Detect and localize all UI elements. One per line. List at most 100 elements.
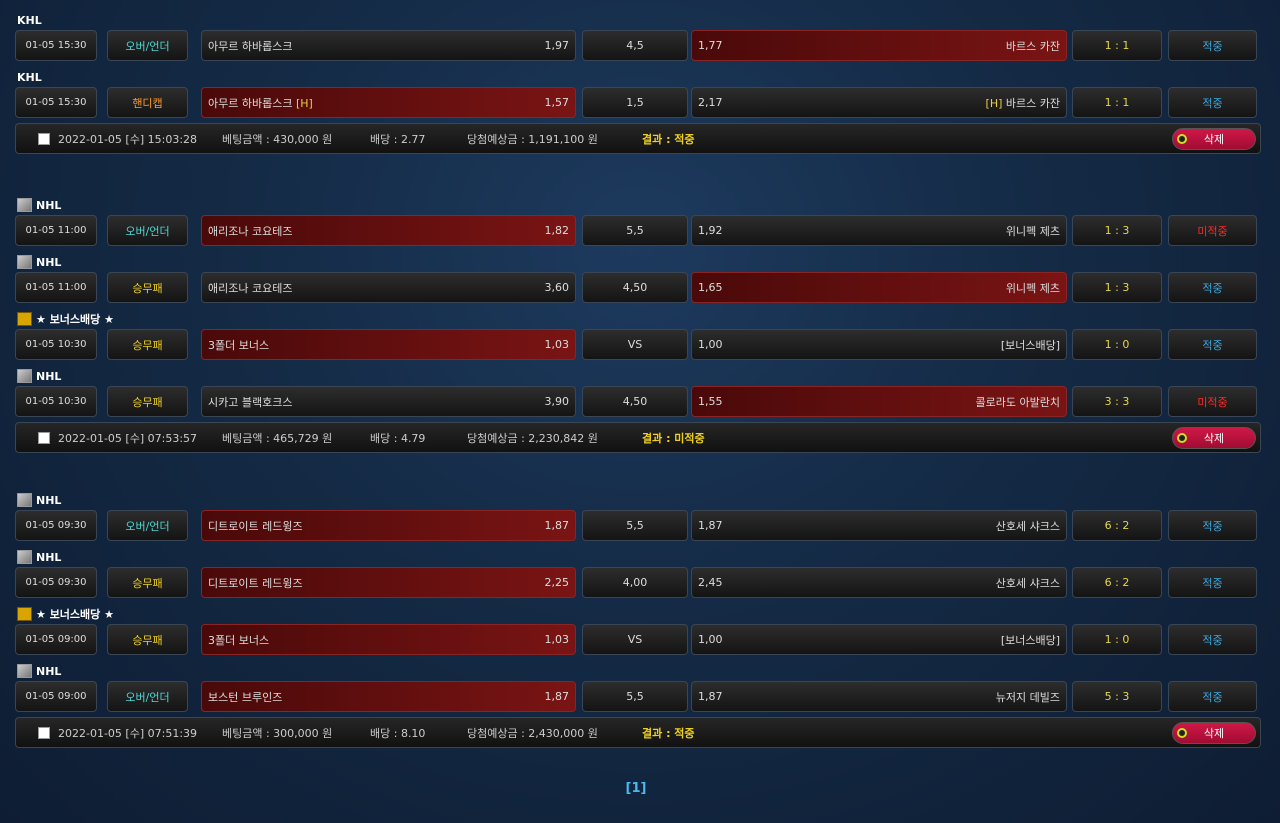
- bet-type: 오버/언더: [107, 215, 188, 246]
- match-score: 1 : 3: [1072, 272, 1162, 303]
- away-team: [보너스배당]: [1001, 337, 1060, 353]
- home-odds: 1,87: [544, 690, 570, 703]
- away-team-name: 산호세 샤크스: [995, 576, 1060, 590]
- bet-type: 오버/언더: [107, 681, 188, 712]
- bonus-icon: [17, 607, 32, 621]
- home-team-name: 디트로이트 레드윙즈: [208, 519, 303, 533]
- away-team-option[interactable]: 1,55 콜로라도 아발란치: [691, 386, 1067, 417]
- home-team-option[interactable]: 아무르 하바롭스크 1,97: [201, 30, 576, 61]
- home-team: 디트로이트 레드윙즈: [208, 518, 303, 534]
- match-result: 적중: [1168, 329, 1257, 360]
- away-team-option[interactable]: 1,00 [보너스배당]: [691, 624, 1067, 655]
- toggle-dot-icon: [1177, 433, 1187, 443]
- home-team-option[interactable]: 애리조나 코요테즈 1,82: [201, 215, 576, 246]
- match-row: 01-05 11:00 승무패 애리조나 코요테즈 3,60 4,50 1,65 위니펙 제…: [15, 272, 1261, 304]
- select-checkbox[interactable]: [38, 432, 50, 444]
- handicap-value: 1,5: [582, 87, 688, 118]
- home-odds: 3,90: [544, 395, 570, 408]
- handicap-value: 5,5: [582, 510, 688, 541]
- away-team-option[interactable]: 1,92 위니펙 제츠: [691, 215, 1067, 246]
- away-odds: 1,77: [698, 39, 723, 52]
- home-team-option[interactable]: 보스턴 브루인즈 1,87: [201, 681, 576, 712]
- league-header: NHL: [15, 547, 1261, 567]
- home-team-option[interactable]: 디트로이트 레드윙즈 1,87: [201, 510, 576, 541]
- home-team-name: 시카고 블랙호크스: [208, 395, 293, 409]
- league-header: KHL: [15, 10, 1261, 30]
- handicap-value: 4,50: [582, 272, 688, 303]
- away-team-name: 위니펙 제츠: [1005, 224, 1060, 238]
- league-name: NHL: [36, 664, 62, 678]
- home-team-option[interactable]: 아무르 하바롭스크 [H] 1,57: [201, 87, 576, 118]
- match-time: 01-05 09:30: [15, 567, 97, 598]
- home-team-name: 아무르 하바롭스크: [208, 39, 293, 53]
- home-team-option[interactable]: 애리조나 코요테즈 3,60: [201, 272, 576, 303]
- home-team-name: 애리조나 코요테즈: [208, 281, 293, 295]
- hockey-icon: [17, 198, 32, 212]
- away-team-name: 뉴저지 데빌즈: [995, 690, 1060, 704]
- bonus-icon: [17, 312, 32, 326]
- hockey-icon: [17, 493, 32, 507]
- delete-button[interactable]: 삭제: [1172, 722, 1256, 744]
- summary-odds: 배당 : 2.77: [370, 132, 426, 146]
- league-name: ★ 보너스배당 ★: [36, 608, 114, 621]
- match-score: 1 : 0: [1072, 329, 1162, 360]
- bet-summary: 2022-01-05 [수] 07:53:57 베팅금액 : 465,729 원 배…: [15, 422, 1261, 453]
- home-team-name: 아무르 하바롭스크: [208, 96, 293, 110]
- hockey-icon: [17, 550, 32, 564]
- match-time: 01-05 09:00: [15, 624, 97, 655]
- handicap-value: VS: [582, 329, 688, 360]
- match-result: 미적중: [1168, 215, 1257, 246]
- away-team-option[interactable]: 2,17 [H] 바르스 카잔: [691, 87, 1067, 118]
- home-team: 애리조나 코요테즈: [208, 280, 292, 296]
- match-time: 01-05 11:00: [15, 215, 97, 246]
- away-team-option[interactable]: 2,45 산호세 샤크스: [691, 567, 1067, 598]
- match-result: 적중: [1168, 272, 1257, 303]
- delete-label: 삭제: [1203, 727, 1225, 740]
- select-checkbox[interactable]: [38, 727, 50, 739]
- home-team: 애리조나 코요테즈: [208, 223, 292, 239]
- summary-result: 결과 : 미적중: [642, 431, 705, 445]
- away-team: 위니펙 제츠: [1006, 280, 1060, 296]
- away-team-name: 콜로라도 아발란치: [975, 395, 1060, 409]
- summary-amount: 베팅금액 : 300,000 원: [222, 726, 333, 740]
- delete-button[interactable]: 삭제: [1172, 427, 1256, 449]
- away-team-option[interactable]: 1,77 바르스 카잔: [691, 30, 1067, 61]
- match-row: 01-05 09:00 오버/언더 보스턴 브루인즈 1,87 5,5 1,87 뉴저지 데…: [15, 681, 1261, 713]
- match-time: 01-05 15:30: [15, 87, 97, 118]
- bet-type: 승무패: [107, 272, 188, 303]
- home-odds: 1,82: [544, 224, 570, 237]
- away-odds: 1,87: [698, 690, 723, 703]
- home-team: 디트로이트 레드윙즈: [208, 575, 303, 591]
- match-time: 01-05 09:30: [15, 510, 97, 541]
- delete-button[interactable]: 삭제: [1172, 128, 1256, 150]
- away-team-name: [보너스배당]: [1000, 338, 1060, 352]
- away-team-option[interactable]: 1,87 뉴저지 데빌즈: [691, 681, 1067, 712]
- home-team-name: 애리조나 코요테즈: [208, 224, 293, 238]
- away-team-option[interactable]: 1,65 위니펙 제츠: [691, 272, 1067, 303]
- bet-summary: 2022-01-05 [수] 07:51:39 베팅금액 : 300,000 원 배…: [15, 717, 1261, 748]
- away-team-name: [보너스배당]: [1000, 633, 1060, 647]
- league-name: NHL: [36, 369, 62, 383]
- match-row: 01-05 15:30 핸디캡 아무르 하바롭스크 [H] 1,57 1,5 2,17 [H…: [15, 87, 1261, 119]
- home-team-name: 3폴더 보너스: [208, 633, 270, 647]
- away-team-option[interactable]: 1,00 [보너스배당]: [691, 329, 1067, 360]
- away-team-option[interactable]: 1,87 산호세 샤크스: [691, 510, 1067, 541]
- home-team-option[interactable]: 시카고 블랙호크스 3,90: [201, 386, 576, 417]
- home-team: 아무르 하바롭스크: [208, 38, 292, 54]
- select-checkbox[interactable]: [38, 133, 50, 145]
- match-result: 적중: [1168, 30, 1257, 61]
- home-odds: 2,25: [544, 576, 570, 589]
- home-team-option[interactable]: 3폴더 보너스 1,03: [201, 329, 576, 360]
- match-result: 적중: [1168, 510, 1257, 541]
- home-team-option[interactable]: 3폴더 보너스 1,03: [201, 624, 576, 655]
- toggle-dot-icon: [1177, 134, 1187, 144]
- match-score: 1 : 3: [1072, 215, 1162, 246]
- away-odds: 1,00: [698, 633, 723, 646]
- pagination-current-page[interactable]: [1]: [625, 781, 647, 796]
- away-odds: 1,92: [698, 224, 723, 237]
- league-name: NHL: [36, 198, 62, 212]
- home-team-option[interactable]: 디트로이트 레드윙즈 2,25: [201, 567, 576, 598]
- match-time: 01-05 10:30: [15, 386, 97, 417]
- match-score: 6 : 2: [1072, 567, 1162, 598]
- league-header: ★ 보너스배당 ★: [15, 309, 1261, 329]
